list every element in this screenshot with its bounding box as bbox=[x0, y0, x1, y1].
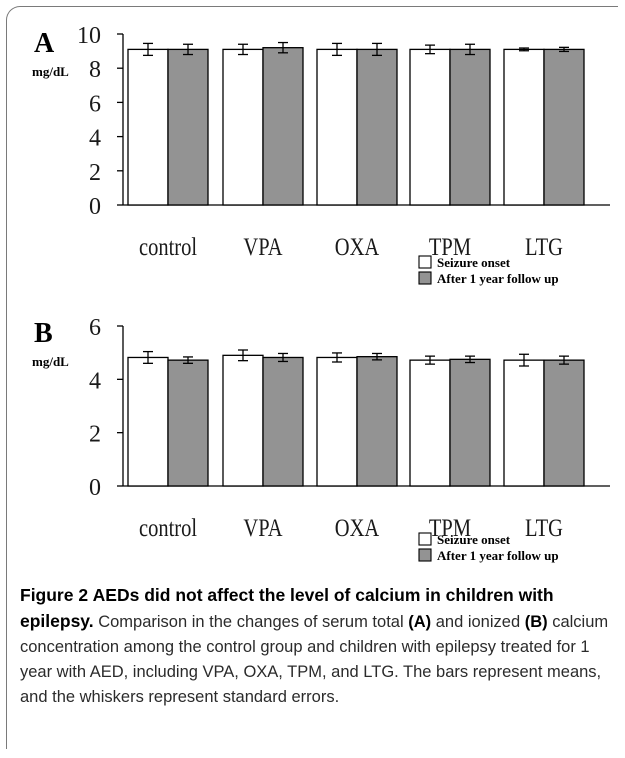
x-category-label: control bbox=[139, 233, 197, 260]
legend-label: After 1 year follow up bbox=[437, 548, 559, 563]
y-tick-label: 6 bbox=[89, 91, 101, 117]
bar-seizure-onset-ltg bbox=[503, 359, 545, 487]
bar-after-1-year-control bbox=[167, 359, 209, 487]
figure-caption: Figure 2 AEDs did not affect the level o… bbox=[20, 583, 610, 710]
y-tick-label: 0 bbox=[89, 475, 101, 501]
y-axis-unit-label: mg/dL bbox=[32, 64, 69, 79]
y-tick-label: 0 bbox=[89, 194, 101, 220]
x-category-label: OXA bbox=[335, 233, 380, 260]
caption-figure-label: Figure 2 bbox=[20, 585, 89, 605]
caption-ref-b: (B) bbox=[524, 613, 548, 631]
legend-swatch-after-1-year bbox=[418, 548, 432, 562]
caption-text-2: and ionized bbox=[435, 613, 521, 631]
caption-ref-a: (A) bbox=[408, 613, 432, 631]
bar-after-1-year-oxa bbox=[356, 48, 398, 206]
x-category-label: LTG bbox=[525, 514, 563, 541]
bar-seizure-onset-oxa bbox=[316, 48, 358, 206]
y-tick-label: 4 bbox=[89, 126, 101, 152]
legend-label: Seizure onset bbox=[437, 255, 511, 270]
y-tick-label: 8 bbox=[89, 57, 101, 83]
y-tick-label: 2 bbox=[89, 422, 101, 448]
x-category-label: control bbox=[139, 514, 197, 541]
y-tick-label: 10 bbox=[77, 23, 101, 49]
bar-seizure-onset-oxa bbox=[316, 356, 358, 487]
bar-seizure-onset-vpa bbox=[222, 354, 264, 487]
legend-swatch-seizure-onset bbox=[418, 255, 432, 269]
x-category-label: LTG bbox=[525, 233, 563, 260]
bar-after-1-year-vpa bbox=[262, 47, 304, 206]
caption-text-1: Comparison in the changes of serum total bbox=[98, 613, 404, 631]
bar-after-1-year-ltg bbox=[543, 48, 585, 206]
x-category-label: TPM bbox=[429, 514, 471, 541]
bar-seizure-onset-tpm bbox=[409, 359, 451, 487]
legend-swatch-seizure-onset bbox=[418, 532, 432, 546]
x-category-label: VPA bbox=[243, 514, 283, 541]
legend-swatch-after-1-year bbox=[418, 271, 432, 285]
bar-seizure-onset-ltg bbox=[503, 48, 545, 206]
bar-after-1-year-vpa bbox=[262, 356, 304, 487]
legend-label: After 1 year follow up bbox=[437, 271, 559, 286]
bar-seizure-onset-vpa bbox=[222, 48, 264, 206]
bar-after-1-year-control bbox=[167, 48, 209, 206]
y-axis-unit-label: mg/dL bbox=[32, 354, 69, 369]
y-tick-label: 6 bbox=[89, 315, 101, 341]
bar-after-1-year-tpm bbox=[449, 48, 491, 206]
figure-charts: Amg/dL 0 2 4 6 8 10 control VPA OXA TPM LTG Seizure … bbox=[32, 23, 610, 563]
bar-seizure-onset-control bbox=[127, 48, 169, 206]
x-category-label: VPA bbox=[243, 233, 283, 260]
bar-after-1-year-oxa bbox=[356, 356, 398, 487]
bar-seizure-onset-tpm bbox=[409, 48, 451, 206]
x-category-label: OXA bbox=[335, 514, 380, 541]
bar-after-1-year-tpm bbox=[449, 358, 491, 487]
legend-label: Seizure onset bbox=[437, 532, 511, 547]
panel-label: A bbox=[34, 28, 55, 59]
bar-after-1-year-ltg bbox=[543, 359, 585, 487]
panel-label: B bbox=[34, 318, 53, 349]
bar-seizure-onset-control bbox=[127, 356, 169, 487]
x-category-label: TPM bbox=[429, 233, 471, 260]
y-tick-label: 4 bbox=[89, 368, 101, 394]
caption-text-3: calcium concentration among the control … bbox=[20, 613, 609, 706]
y-tick-label: 2 bbox=[89, 160, 101, 186]
caption-title: AEDs did not affect the level of calcium… bbox=[20, 585, 554, 631]
figure-frame bbox=[6, 6, 618, 749]
